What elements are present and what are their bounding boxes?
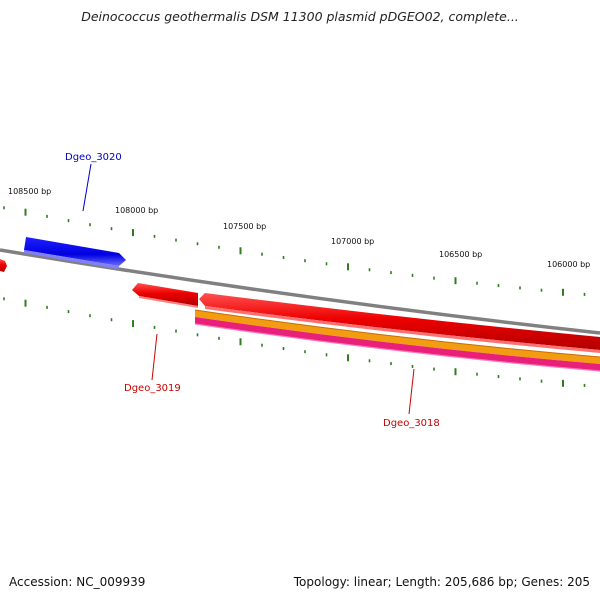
ruler-label-107500: 107500 bp bbox=[223, 222, 266, 231]
ruler-label-107000: 107000 bp bbox=[331, 237, 374, 246]
genome-summary-text: Topology: linear; Length: 205,686 bp; Ge… bbox=[293, 575, 590, 589]
gene-label-dgeo-3020[interactable]: Dgeo_3020 bbox=[65, 152, 122, 163]
accession-text: Accession: NC_009939 bbox=[9, 575, 146, 589]
gene-label-dgeo-3019[interactable]: Dgeo_3019 bbox=[124, 383, 181, 394]
feature-track-magenta-edge bbox=[194, 323, 600, 372]
genome-backbone bbox=[0, 248, 600, 335]
ruler-label-106000: 106000 bp bbox=[547, 260, 590, 269]
leader-line-dgeo-3020 bbox=[82, 163, 92, 212]
gene-label-dgeo-3018[interactable]: Dgeo_3018 bbox=[383, 418, 440, 429]
gene-dgeo-3019-shadow bbox=[139, 296, 198, 308]
gene-dgeo-3020[interactable] bbox=[24, 237, 126, 266]
gene-fragment-left[interactable] bbox=[0, 259, 7, 272]
ruler-ticks-upper bbox=[3, 206, 586, 296]
feature-track-magenta[interactable] bbox=[195, 317, 600, 371]
ruler-label-108000: 108000 bp bbox=[115, 206, 158, 215]
ruler-label-106500: 106500 bp bbox=[439, 250, 482, 259]
ruler-label-108500: 108500 bp bbox=[8, 187, 51, 196]
gene-dgeo-3018-shadow bbox=[205, 306, 600, 353]
gene-dgeo-3019[interactable] bbox=[132, 283, 198, 306]
ruler-ticks-lower bbox=[3, 297, 586, 387]
map-title: Deinococcus geothermalis DSM 11300 plasm… bbox=[81, 9, 519, 24]
gene-dgeo-3020-shadow bbox=[24, 250, 119, 269]
leader-line-dgeo-3018 bbox=[408, 368, 415, 415]
gene-dgeo-3018[interactable] bbox=[199, 293, 600, 350]
feature-track-orange-edge bbox=[194, 309, 600, 358]
leader-line-dgeo-3019 bbox=[151, 333, 158, 381]
